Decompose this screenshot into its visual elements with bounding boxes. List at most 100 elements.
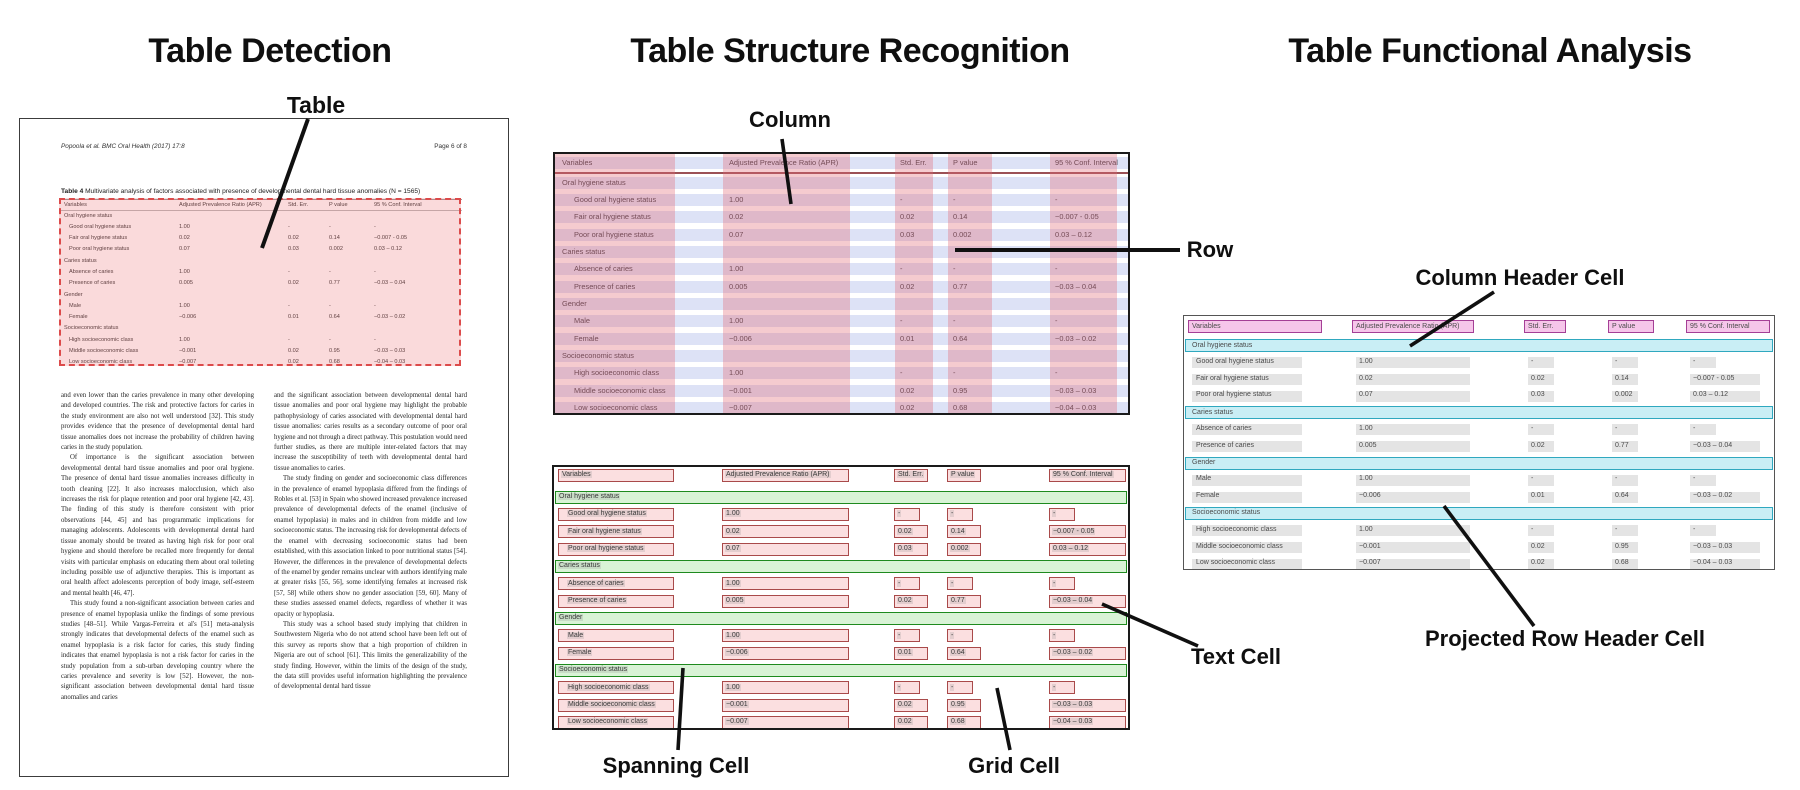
row-stripe <box>555 211 1128 224</box>
table-cell: - <box>1531 357 1534 365</box>
cell-text: High socioeconomic class <box>567 683 650 691</box>
row-stripe <box>555 402 1128 413</box>
table-cell: −0.006 <box>179 314 197 321</box>
functional-analysis-table: Variables Adjusted Prevalence Ratio (APR)… <box>1183 315 1775 570</box>
table-caption-label: Table 4 <box>61 188 84 195</box>
cell-text: Adjusted Prevalence Ratio (APR) <box>1356 323 1460 330</box>
table-cell: 0.77 <box>1615 441 1629 449</box>
table-row: Oral hygiene status <box>555 174 1128 191</box>
table-cell: −0.03 – 0.03 <box>1055 385 1097 395</box>
table-cell: 0.02 <box>900 212 915 222</box>
cell-text: Socioeconomic status <box>1192 509 1261 517</box>
table-row: Oral hygiene status <box>60 211 462 222</box>
table-cell: −0.03 – 0.03 <box>374 348 406 355</box>
cell-text: Caries status <box>1192 408 1233 416</box>
row-stripe <box>555 245 1128 258</box>
table-cell: - <box>900 194 903 204</box>
grid-cell: −0.007 - 0.05 <box>1049 525 1126 539</box>
cell-text: 0.03 <box>897 545 913 553</box>
spanning-cell: Gender <box>555 611 1127 625</box>
cell-text: 0.07 <box>725 545 741 553</box>
grid-cell: 0.02 <box>722 525 849 539</box>
text-cell-highlight <box>1356 357 1470 369</box>
row-stripe <box>555 228 1128 241</box>
table-cell: 1.00 <box>729 368 744 378</box>
grid-cell: - <box>1049 577 1075 591</box>
table-cell: 0.02 <box>900 281 915 291</box>
cell-text: −0.006 <box>725 649 749 657</box>
grid-cell: −0.007 <box>722 715 849 728</box>
column-header-cell: Variables <box>1188 320 1322 333</box>
cell-text: 0.95 <box>950 701 966 709</box>
text-cell-highlight <box>1356 542 1470 554</box>
table-cell: −0.001 <box>1359 542 1381 550</box>
column-header-cell: 95 % Conf. Interval <box>374 201 422 208</box>
cell-text: Oral hygiene status <box>1192 341 1253 349</box>
table-row: Female −0.006 0.01 0.64 −0.03 – 0.02 <box>1184 489 1774 506</box>
table-cell: - <box>1531 475 1534 483</box>
table-row: Presence of caries 0.005 0.02 0.77 −0.03 – 0… <box>60 279 462 290</box>
cell-text: Female <box>567 649 593 657</box>
table-row: Good oral hygiene status 1.00 - - - <box>554 506 1128 523</box>
grid-cell: −0.03 – 0.04 <box>1049 594 1126 608</box>
table-header-row: Variables Adjusted Prevalence Ratio (APR)… <box>555 154 1128 174</box>
table-row: Female −0.006 0.01 0.64 −0.03 – 0.02 <box>554 645 1128 662</box>
structure-table-cells: Variables Adjusted Prevalence Ratio (APR)… <box>552 465 1130 730</box>
text-cell-highlight <box>1690 558 1760 569</box>
table-cell: - <box>374 268 376 275</box>
text-cell-highlight <box>1192 441 1302 453</box>
row-label-cell: Absence of caries <box>1196 424 1252 432</box>
row-header-cell: Oral hygiene status <box>64 212 113 219</box>
row-label-cell: Poor oral hygiene status <box>69 246 130 253</box>
column-header-cell: Std. Err. <box>900 157 927 167</box>
table-header-row: Variables Adjusted Prevalence Ratio (APR)… <box>554 467 1128 489</box>
cell-text: Poor oral hygiene status <box>567 545 645 553</box>
table-cell: - <box>288 336 290 343</box>
cell-text: 1.00 <box>725 579 741 587</box>
text-cell-highlight <box>1528 390 1554 402</box>
table-row: Socioeconomic status <box>1184 506 1774 523</box>
cell-text: - <box>1052 631 1057 639</box>
cell-text: 95 % Conf. Interval <box>1052 471 1114 478</box>
table-row: Middle socioeconomic class −0.001 0.02 0.95… <box>60 347 462 358</box>
cell-text: - <box>950 579 955 587</box>
table-row: Good oral hygiene status 1.00 - - - <box>1184 355 1774 372</box>
table-cell: 0.002 <box>953 229 972 239</box>
row-stripe <box>555 315 1128 328</box>
text-cell-highlight <box>1528 474 1554 486</box>
text-cell-highlight <box>1528 424 1554 436</box>
row-label-cell: Fair oral hygiene status <box>574 212 651 222</box>
table-cell: - <box>374 302 376 309</box>
table-row: Gender <box>1184 456 1774 473</box>
table-row: Presence of caries 0.005 0.02 0.77 −0.03 – 0… <box>555 278 1128 295</box>
text-cell: Low socioeconomic class <box>558 715 674 728</box>
table-cell: −0.03 – 0.04 <box>1693 441 1733 449</box>
table-cell: - <box>953 316 956 326</box>
table-cell: 0.14 <box>953 212 968 222</box>
grid-cell: 0.95 <box>947 698 981 712</box>
body-paragraph: and even lower than the caries prevalenc… <box>61 392 254 452</box>
grid-cell: 1.00 <box>722 507 849 521</box>
annotation-column-header-cell: Column Header Cell <box>1415 265 1625 290</box>
table-cell: - <box>953 368 956 378</box>
text-cell-highlight <box>1528 558 1554 569</box>
cell-text: −0.04 – 0.03 <box>1052 718 1094 726</box>
text-cell-highlight <box>1612 357 1638 369</box>
text-cell-highlight <box>1612 474 1638 486</box>
cell-text: 0.03 – 0.12 <box>1052 545 1090 553</box>
row-label-cell: Fair oral hygiene status <box>1196 374 1269 382</box>
cell-text: Low socioeconomic class <box>567 718 648 726</box>
text-cell-highlight <box>1612 374 1638 386</box>
table-row: Fair oral hygiene status 0.02 0.02 0.14 −0.0… <box>1184 372 1774 389</box>
grid-cell: −0.03 – 0.02 <box>1049 646 1126 660</box>
table-cell: −0.04 – 0.03 <box>1693 559 1733 567</box>
grid-cell: 1.00 <box>722 577 849 591</box>
table-cell: - <box>900 316 903 326</box>
table-cell: - <box>374 336 376 343</box>
body-text-column-1: and even lower than the caries prevalenc… <box>61 391 254 759</box>
column-header-cell: Variables <box>558 468 674 482</box>
table-cell: - <box>288 302 290 309</box>
grid-cell: 0.01 <box>894 646 928 660</box>
body-paragraph: The study finding on gender and socioeco… <box>274 475 467 618</box>
table-cell: 0.68 <box>1615 559 1629 567</box>
